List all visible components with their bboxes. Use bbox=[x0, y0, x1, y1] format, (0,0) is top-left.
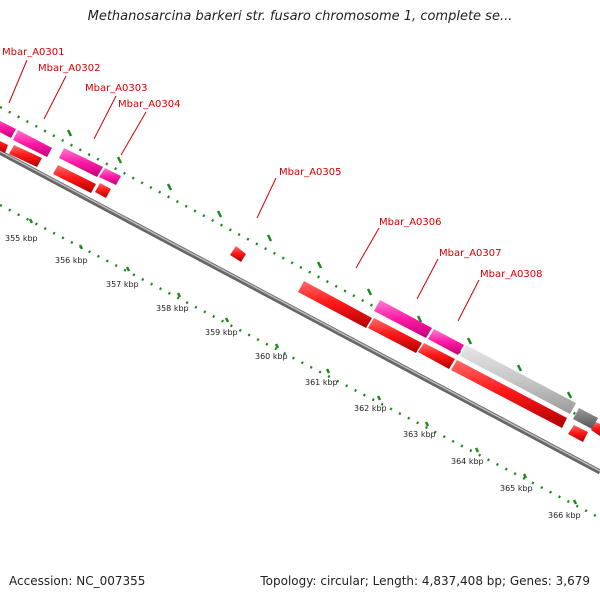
outer-scale bbox=[0, 105, 600, 429]
gene-dark-end[interactable] bbox=[573, 408, 598, 429]
tick-label-361: 361 kbp bbox=[305, 378, 338, 387]
genome-summary-text: Topology: circular; Length: 4,837,408 bp… bbox=[260, 574, 590, 588]
accession-text: Accession: NC_007355 bbox=[9, 574, 146, 588]
outer-scale-ticks bbox=[66, 129, 573, 399]
gene-label-mbar-a0306[interactable]: Mbar_A0306 bbox=[379, 217, 442, 228]
gene-mbar-a0308[interactable] bbox=[460, 345, 576, 414]
tick-label-359: 359 kbp bbox=[205, 328, 238, 337]
gene-label-leaders bbox=[8, 59, 480, 322]
tick-label-358: 358 kbp bbox=[156, 304, 189, 313]
tick-label-364: 364 kbp bbox=[451, 457, 484, 466]
map-title: Methanosarcina barkeri str. fusaro chrom… bbox=[87, 9, 513, 24]
gene-label-mbar-a0302[interactable]: Mbar_A0302 bbox=[38, 63, 101, 74]
gene-label-mbar-a0305[interactable]: Mbar_A0305 bbox=[279, 167, 342, 178]
tick-label-365: 365 kbp bbox=[500, 484, 533, 493]
gene-mbar-a0306[interactable] bbox=[374, 300, 432, 338]
gene-label-mbar-a0303[interactable]: Mbar_A0303 bbox=[85, 83, 148, 94]
gene-red-4[interactable] bbox=[95, 183, 111, 198]
gene-red-2[interactable] bbox=[9, 145, 42, 167]
backbone-highlight bbox=[0, 150, 600, 472]
gene-mbar-a0307[interactable] bbox=[428, 329, 464, 355]
gene-label-mbar-a0301[interactable]: Mbar_A0301 bbox=[2, 47, 65, 58]
backbone-line bbox=[0, 149, 600, 475]
gene-red-7[interactable] bbox=[368, 318, 422, 353]
gene-red-1[interactable] bbox=[0, 136, 8, 153]
gene-red-11[interactable] bbox=[591, 422, 600, 436]
tick-label-366: 366 kbp bbox=[548, 511, 581, 520]
gene-label-mbar-a0307[interactable]: Mbar_A0307 bbox=[439, 248, 502, 259]
tick-label-362: 362 kbp bbox=[354, 404, 387, 413]
gene-mbar-a0303[interactable] bbox=[59, 148, 103, 177]
inner-scale bbox=[0, 203, 600, 520]
gene-red-8[interactable] bbox=[418, 343, 455, 369]
gene-red-6[interactable] bbox=[298, 281, 372, 328]
gene-mbar-a0301[interactable] bbox=[0, 116, 16, 138]
gene-mbar-a0304[interactable] bbox=[99, 168, 121, 185]
tick-label-356: 356 kbp bbox=[55, 256, 88, 265]
tick-label-355: 355 kbp bbox=[5, 234, 38, 243]
gene-mbar-a0302[interactable] bbox=[13, 130, 52, 157]
tick-label-357: 357 kbp bbox=[106, 280, 139, 289]
gene-red-3[interactable] bbox=[53, 165, 96, 193]
inner-scale-ticks bbox=[28, 218, 578, 505]
gene-red-9[interactable] bbox=[451, 360, 567, 428]
gene-label-mbar-a0304[interactable]: Mbar_A0304 bbox=[118, 99, 181, 110]
tick-label-363: 363 kbp bbox=[403, 430, 436, 439]
gene-label-mbar-a0308[interactable]: Mbar_A0308 bbox=[480, 269, 543, 280]
gene-red-10[interactable] bbox=[568, 425, 588, 442]
gene-red-5[interactable] bbox=[230, 246, 246, 262]
tick-label-360: 360 kbp bbox=[255, 352, 288, 361]
